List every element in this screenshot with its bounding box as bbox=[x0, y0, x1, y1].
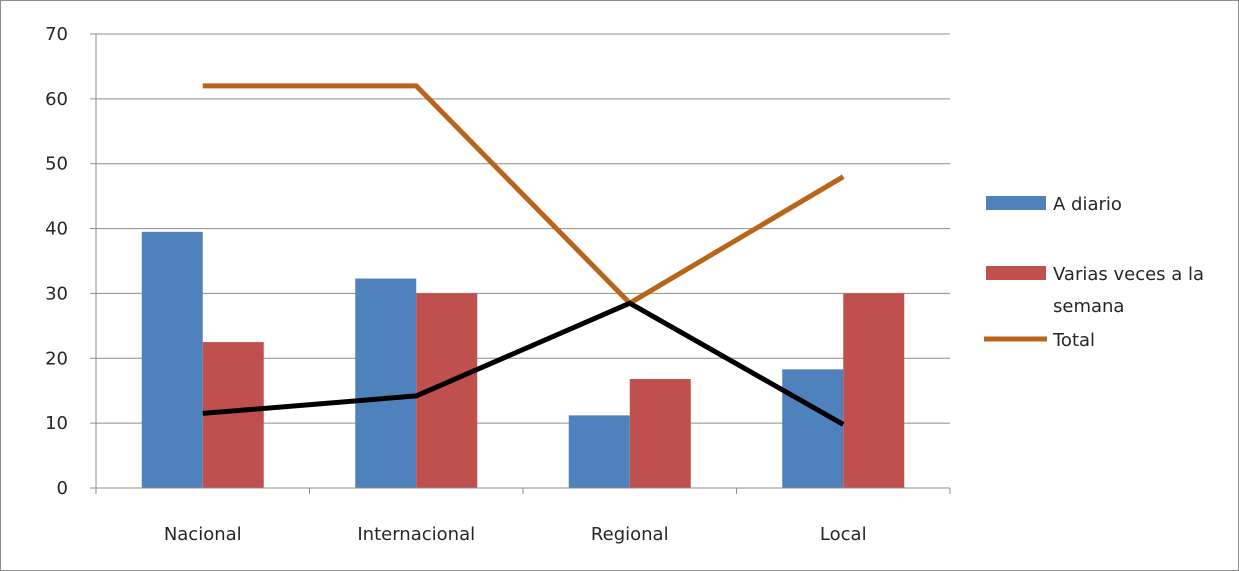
legend: A diario Varias veces a la semana Total bbox=[984, 194, 1204, 351]
y-tick-label: 30 bbox=[45, 283, 68, 304]
y-tick-label: 70 bbox=[45, 24, 68, 45]
y-tick-label: 0 bbox=[57, 478, 68, 499]
y-tick-label: 10 bbox=[45, 413, 68, 434]
bar bbox=[843, 293, 905, 488]
y-tick-label: 60 bbox=[45, 89, 68, 110]
series-line bbox=[202, 83, 845, 306]
bar bbox=[629, 379, 691, 488]
x-tick-label: Internacional bbox=[357, 524, 475, 545]
bar bbox=[782, 369, 844, 488]
y-tick-label: 40 bbox=[45, 219, 68, 240]
legend-label: Total bbox=[1052, 330, 1095, 351]
y-tick-label: 20 bbox=[45, 348, 68, 369]
series-line bbox=[202, 300, 845, 427]
legend-swatch bbox=[986, 266, 1046, 280]
x-tick-label: Regional bbox=[591, 524, 669, 545]
x-tick-label: Local bbox=[820, 524, 867, 545]
y-tick-label: 50 bbox=[45, 154, 68, 175]
axes bbox=[90, 33, 951, 494]
bar bbox=[568, 415, 630, 488]
legend-label: semana bbox=[1053, 296, 1124, 317]
bar-series-group bbox=[141, 231, 905, 489]
bar bbox=[141, 231, 203, 489]
tick-labels: 0 10 20 30 40 50 60 70 Nacional Internacional Regi… bbox=[45, 24, 866, 545]
legend-label: Varias veces a la bbox=[1053, 264, 1204, 285]
legend-swatch bbox=[986, 196, 1046, 210]
bar bbox=[355, 278, 417, 488]
x-tick-label: Nacional bbox=[164, 524, 242, 545]
line-series-group bbox=[202, 83, 845, 427]
legend-label: A diario bbox=[1053, 194, 1122, 215]
